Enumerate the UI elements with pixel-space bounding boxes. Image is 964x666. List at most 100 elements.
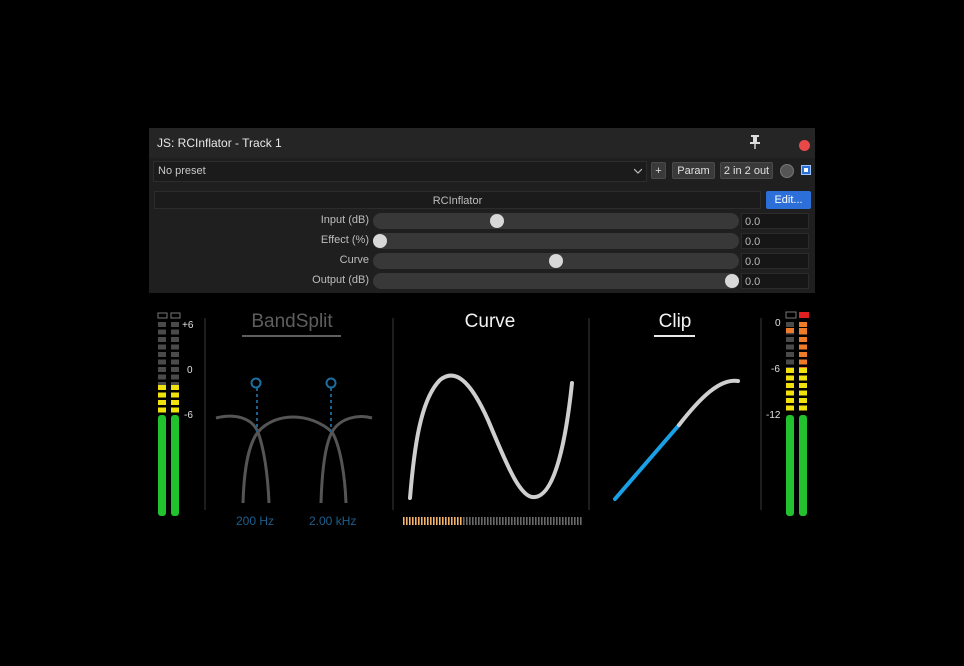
curve-tick bbox=[538, 517, 540, 525]
wet-knob[interactable] bbox=[780, 164, 794, 178]
meter-level-bar bbox=[799, 415, 807, 516]
clip-title[interactable]: Clip bbox=[658, 311, 692, 332]
curve-tick bbox=[415, 517, 417, 525]
input-slider[interactable] bbox=[373, 213, 739, 229]
slider-label-output: Output (dB) bbox=[312, 274, 369, 286]
io-routing-button[interactable]: 2 in 2 out bbox=[720, 162, 773, 179]
curve-tick bbox=[553, 517, 555, 525]
curve-tick bbox=[496, 517, 498, 525]
transfer-curve bbox=[408, 373, 574, 500]
peak-indicator bbox=[799, 312, 809, 318]
slider-thumb[interactable] bbox=[724, 274, 739, 288]
meter-segment bbox=[799, 322, 807, 327]
curve-tick bbox=[436, 517, 438, 525]
curve-tick bbox=[475, 517, 477, 525]
curve-tick bbox=[406, 517, 408, 525]
input-value-field[interactable]: 0.0 bbox=[741, 213, 809, 229]
param-button[interactable]: Param bbox=[672, 162, 715, 179]
meter-segment bbox=[158, 329, 166, 335]
bypass-toggle[interactable] bbox=[801, 165, 811, 175]
effect-value-field[interactable]: 0.0 bbox=[741, 233, 809, 249]
pin-icon[interactable] bbox=[747, 134, 763, 150]
slider-label-effect: Effect (%) bbox=[320, 234, 369, 246]
meter-level-bar bbox=[171, 415, 179, 516]
meter-segment bbox=[786, 337, 794, 342]
meter-segment bbox=[158, 352, 166, 357]
meter-segment bbox=[171, 359, 179, 365]
output-slider[interactable] bbox=[373, 273, 739, 289]
input-meter bbox=[157, 312, 181, 516]
curve-tick bbox=[520, 517, 522, 525]
meter-segment bbox=[158, 322, 166, 327]
slider-thumb[interactable] bbox=[490, 214, 505, 228]
title-bar: JS: RCInflator - Track 1 bbox=[149, 128, 815, 158]
curve-tick bbox=[403, 517, 405, 525]
curve-slider[interactable] bbox=[373, 253, 739, 269]
meter-segment bbox=[799, 337, 807, 342]
slider-thumb[interactable] bbox=[549, 254, 563, 268]
meter-segment bbox=[799, 405, 807, 411]
curve-tick bbox=[541, 517, 543, 525]
meter-segment bbox=[799, 359, 807, 365]
meter-segment bbox=[171, 337, 179, 342]
curve-tick bbox=[472, 517, 474, 525]
add-preset-button[interactable]: + bbox=[651, 162, 666, 179]
meter-segment bbox=[786, 359, 794, 365]
curve-tick bbox=[550, 517, 552, 525]
curve-tick bbox=[484, 517, 486, 525]
meter-segment bbox=[158, 407, 166, 413]
curve-tick bbox=[430, 517, 432, 525]
close-button[interactable] bbox=[799, 140, 810, 151]
meter-segment bbox=[171, 392, 179, 398]
preset-dropdown[interactable]: No preset bbox=[153, 161, 647, 182]
curve-tick bbox=[559, 517, 561, 525]
curve-tick bbox=[466, 517, 468, 525]
meter-segment bbox=[799, 398, 807, 403]
curve-title[interactable]: Curve bbox=[464, 311, 516, 332]
curve-tick bbox=[502, 517, 504, 525]
low-crossover-handle[interactable] bbox=[250, 377, 262, 389]
input-scale-label: +6 bbox=[182, 320, 194, 331]
peak-indicator bbox=[785, 311, 797, 319]
output-value-field[interactable]: 0.0 bbox=[741, 273, 809, 289]
edit-button[interactable]: Edit... bbox=[766, 191, 811, 209]
curve-tick bbox=[568, 517, 570, 525]
curve-tick bbox=[454, 517, 456, 525]
meter-segment bbox=[786, 328, 794, 333]
high-crossover-handle[interactable] bbox=[325, 377, 337, 389]
curve-tick bbox=[499, 517, 501, 525]
mid-band-curve bbox=[241, 415, 348, 504]
meter-segment bbox=[171, 400, 179, 405]
meter-segment bbox=[171, 352, 179, 357]
meter-segment bbox=[158, 382, 166, 387]
meter-segment bbox=[786, 344, 794, 350]
input-scale-label: 0 bbox=[187, 365, 193, 376]
meter-segment bbox=[799, 390, 807, 396]
curve-tick bbox=[478, 517, 480, 525]
curve-tick bbox=[571, 517, 573, 525]
chevron-down-icon bbox=[634, 168, 642, 174]
curve-tick bbox=[505, 517, 507, 525]
meter-segment bbox=[799, 383, 807, 388]
curve-tick-strip bbox=[403, 517, 582, 525]
meter-segment bbox=[799, 344, 807, 350]
meter-level-bar bbox=[786, 415, 794, 516]
meter-segment bbox=[171, 329, 179, 335]
effect-slider[interactable] bbox=[373, 233, 739, 249]
curve-tick bbox=[544, 517, 546, 525]
output-scale-label: -6 bbox=[771, 364, 780, 375]
meter-segment bbox=[799, 328, 807, 333]
bandsplit-graph[interactable] bbox=[215, 377, 373, 504]
slider-thumb[interactable] bbox=[373, 234, 388, 248]
curve-tick bbox=[511, 517, 513, 525]
window-title: JS: RCInflator - Track 1 bbox=[157, 136, 282, 150]
output-meter bbox=[785, 311, 809, 516]
meter-level-bar bbox=[158, 415, 166, 516]
slider-label-curve: Curve bbox=[339, 254, 369, 266]
curve-tick bbox=[514, 517, 516, 525]
curve-tick bbox=[409, 517, 411, 525]
curve-tick bbox=[427, 517, 429, 525]
bandsplit-title[interactable]: BandSplit bbox=[251, 311, 333, 332]
curve-tick bbox=[490, 517, 492, 525]
curve-value-field[interactable]: 0.0 bbox=[741, 253, 809, 269]
